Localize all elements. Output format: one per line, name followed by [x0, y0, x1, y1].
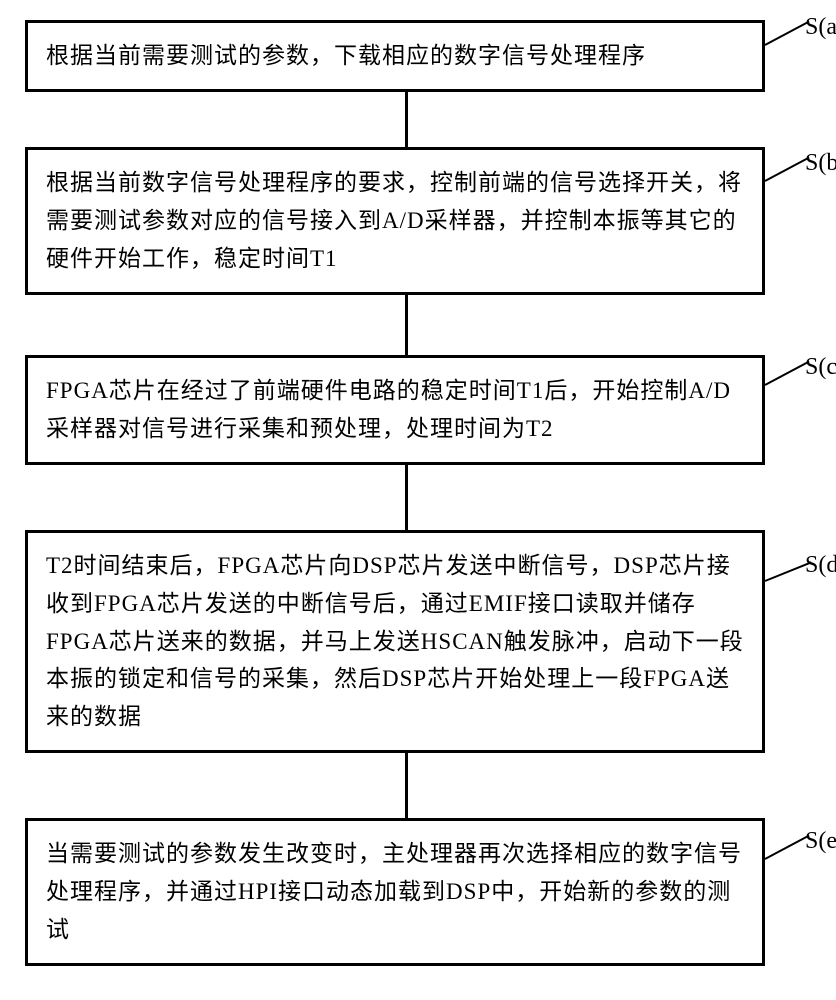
step-box-e: 当需要测试的参数发生改变时，主处理器再次选择相应的数字信号处理程序，并通过HPI…: [25, 818, 765, 966]
step-text-b: 根据当前数字信号处理程序的要求，控制前端的信号选择开关，将需要测试参数对应的信号…: [46, 164, 744, 278]
step-box-a: 根据当前需要测试的参数，下载相应的数字信号处理程序: [25, 20, 765, 92]
step-box-b: 根据当前数字信号处理程序的要求，控制前端的信号选择开关，将需要测试参数对应的信号…: [25, 147, 765, 295]
lead-line-e: [765, 835, 810, 860]
step-box-c: FPGA芯片在经过了前端硬件电路的稳定时间T1后，开始控制A/D采样器对信号进行…: [25, 355, 765, 465]
step-box-d: T2时间结束后，FPGA芯片向DSP芯片发送中断信号，DSP芯片接收到FPGA芯…: [25, 530, 765, 754]
step-label-c: S(c): [805, 354, 836, 381]
step-label-b: S(b): [805, 150, 836, 177]
connector-d-e: [405, 753, 408, 818]
step-text-c: FPGA芯片在经过了前端硬件电路的稳定时间T1后，开始控制A/D采样器对信号进行…: [46, 372, 744, 448]
connector-a-b: [405, 92, 408, 147]
connector-c-d: [405, 465, 408, 530]
connector-b-c: [405, 295, 408, 355]
lead-line-a: [765, 21, 810, 46]
step-text-d: T2时间结束后，FPGA芯片向DSP芯片发送中断信号，DSP芯片接收到FPGA芯…: [46, 547, 744, 737]
lead-line-b: [765, 157, 810, 182]
step-text-e: 当需要测试的参数发生改变时，主处理器再次选择相应的数字信号处理程序，并通过HPI…: [46, 835, 744, 949]
lead-line-c: [765, 361, 810, 386]
step-label-d: S(d): [805, 552, 836, 579]
step-label-e: S(e): [805, 828, 836, 855]
step-label-a: S(a): [805, 14, 836, 41]
flowchart-container: 根据当前需要测试的参数，下载相应的数字信号处理程序 根据当前数字信号处理程序的要…: [25, 20, 805, 966]
step-text-a: 根据当前需要测试的参数，下载相应的数字信号处理程序: [46, 37, 744, 75]
